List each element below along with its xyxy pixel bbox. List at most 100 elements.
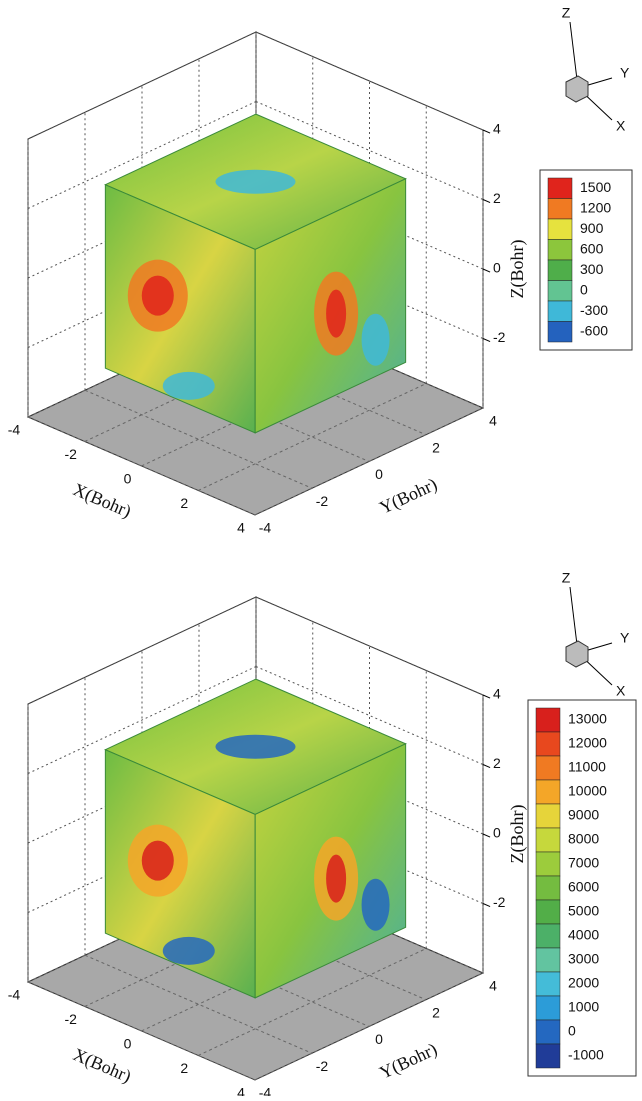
triad-label: Y (620, 65, 630, 81)
legend-swatch (536, 780, 560, 804)
panel: -2024-4-2024-4-2024X(Bohr)Y(Bohr)Z(Bohr)… (8, 5, 632, 536)
surface-patch (362, 879, 390, 931)
legend-label: 10000 (568, 783, 607, 799)
legend-swatch (536, 900, 560, 924)
legend-label: 6000 (568, 879, 599, 895)
z-tick-label: 4 (493, 686, 501, 702)
y-axis-label: Y(Bohr) (376, 474, 440, 519)
legend-label: -600 (580, 322, 608, 338)
surface-patch (163, 937, 215, 965)
z-tick-label: 0 (493, 825, 501, 841)
legend-swatch (536, 876, 560, 900)
legend-swatch (536, 1020, 560, 1044)
legend-swatch (536, 732, 560, 756)
triad-label: Z (562, 5, 571, 21)
triad-cube (566, 641, 588, 667)
z-axis-label: Z(Bohr) (507, 805, 528, 864)
x-tick-label: -4 (8, 422, 21, 438)
tick-mark (483, 130, 490, 133)
legend-swatch (536, 756, 560, 780)
surface-patch (142, 841, 174, 881)
x-tick-label: -4 (8, 987, 21, 1003)
legend-swatch (548, 199, 572, 220)
y-tick-label: 0 (375, 466, 383, 482)
legend-label: 0 (580, 281, 588, 297)
tick-mark (483, 765, 490, 768)
legend-label: 13000 (568, 711, 607, 727)
legend-swatch (548, 240, 572, 261)
y-tick-label: 4 (489, 413, 497, 429)
legend-swatch (536, 948, 560, 972)
legend-swatch (536, 804, 560, 828)
z-tick-label: -2 (493, 329, 506, 345)
x-tick-label: 4 (237, 1085, 245, 1096)
legend-label: -1000 (568, 1047, 604, 1063)
legend-label: 1500 (580, 179, 611, 195)
z-tick-label: -2 (493, 894, 506, 910)
legend-swatch (536, 996, 560, 1020)
figure: -2024-4-2024-4-2024X(Bohr)Y(Bohr)Z(Bohr)… (0, 0, 642, 1096)
tick-mark (483, 904, 490, 907)
legend-label: 12000 (568, 735, 607, 751)
legend-label: 2000 (568, 975, 599, 991)
legend-swatch (536, 828, 560, 852)
legend-label: 7000 (568, 855, 599, 871)
legend-swatch (548, 281, 572, 302)
surface-patch (362, 314, 390, 366)
panel: -2024-4-2024-4-2024X(Bohr)Y(Bohr)Z(Bohr)… (8, 570, 636, 1096)
surface-patch (163, 372, 215, 400)
z-tick-label: 2 (493, 755, 501, 771)
x-tick-label: 0 (124, 471, 132, 487)
x-tick-label: 4 (237, 520, 245, 536)
tick-mark (483, 269, 490, 272)
surface-patch (216, 170, 296, 194)
legend-swatch (536, 1044, 560, 1068)
legend-label: 5000 (568, 903, 599, 919)
tick-mark (483, 834, 490, 837)
legend-label: 900 (580, 220, 604, 236)
surface-patch (142, 276, 174, 316)
legend-label: 1000 (568, 999, 599, 1015)
tick-mark (483, 339, 490, 342)
legend-swatch (548, 260, 572, 281)
y-tick-label: 2 (432, 439, 440, 455)
legend-label: 3000 (568, 951, 599, 967)
legend-label: 300 (580, 261, 604, 277)
legend-label: 0 (568, 1023, 576, 1039)
y-tick-label: 2 (432, 1004, 440, 1020)
x-tick-label: 2 (180, 1060, 188, 1076)
z-tick-label: 0 (493, 260, 501, 276)
legend-swatch (536, 924, 560, 948)
legend-label: -300 (580, 302, 608, 318)
surface-patch (216, 735, 296, 759)
z-tick-label: 2 (493, 190, 501, 206)
y-tick-label: -4 (259, 520, 272, 536)
y-axis-label: Y(Bohr) (376, 1039, 440, 1084)
legend-swatch (536, 708, 560, 732)
tick-mark (483, 200, 490, 203)
legend-swatch (548, 301, 572, 322)
legend-label: 4000 (568, 927, 599, 943)
legend-label: 1200 (580, 199, 611, 215)
z-axis-label: Z(Bohr) (507, 240, 528, 299)
x-tick-label: -2 (65, 1011, 78, 1027)
legend-label: 11000 (568, 759, 606, 775)
legend-swatch (548, 322, 572, 343)
legend-swatch (536, 972, 560, 996)
y-tick-label: -2 (316, 493, 329, 509)
legend-swatch (536, 852, 560, 876)
tick-mark (483, 695, 490, 698)
x-tick-label: 0 (124, 1036, 132, 1052)
legend-label: 8000 (568, 831, 599, 847)
surface-patch (326, 290, 346, 338)
x-tick-label: -2 (65, 446, 78, 462)
legend-swatch (548, 178, 572, 199)
surface-patch (326, 855, 346, 903)
y-tick-label: 0 (375, 1031, 383, 1047)
triad-label: X (616, 683, 626, 699)
legend-label: 600 (580, 240, 604, 256)
legend-label: 9000 (568, 807, 599, 823)
triad-label: Y (620, 630, 630, 646)
x-tick-label: 2 (180, 495, 188, 511)
z-tick-label: 4 (493, 121, 501, 137)
